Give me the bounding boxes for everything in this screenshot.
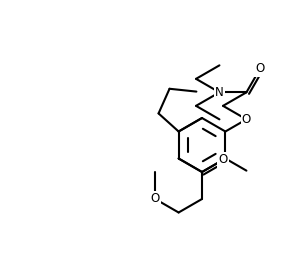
Text: O: O — [218, 153, 228, 166]
Text: O: O — [242, 113, 251, 126]
Text: O: O — [255, 63, 264, 75]
Text: N: N — [215, 86, 224, 99]
Text: O: O — [151, 193, 160, 206]
